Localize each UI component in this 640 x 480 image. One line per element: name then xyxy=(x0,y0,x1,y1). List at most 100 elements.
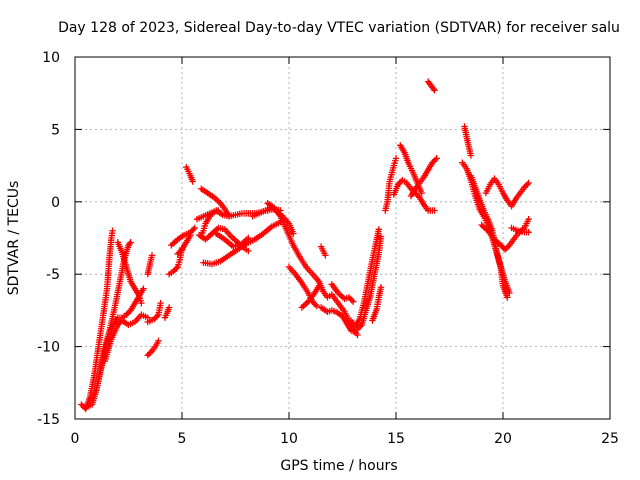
data-series-arc-am xyxy=(482,175,532,210)
data-point xyxy=(430,85,437,93)
x-tick-labels: 0 5 10 15 20 25 xyxy=(71,431,619,447)
data-point xyxy=(173,265,180,272)
data-point xyxy=(504,243,512,250)
data-series-arc-af xyxy=(390,176,438,214)
data-series-arc-s xyxy=(213,230,252,250)
y-tick-label: 10 xyxy=(42,50,60,66)
data-point xyxy=(190,226,197,233)
data-point xyxy=(225,213,233,220)
data-point xyxy=(312,301,319,308)
data-point xyxy=(525,179,532,187)
data-point xyxy=(521,184,528,191)
data-point xyxy=(157,299,164,307)
data-point xyxy=(350,298,357,305)
data-point xyxy=(377,284,385,291)
data-series-arc-aj xyxy=(461,123,475,159)
x-tick-label: 15 xyxy=(387,431,405,447)
data-point xyxy=(208,211,215,219)
data-series-arc-h xyxy=(144,252,156,278)
data-point xyxy=(152,314,159,321)
y-axis-label: SDTVAR / TECUs xyxy=(6,181,22,296)
data-point xyxy=(524,181,531,188)
x-tick-label: 20 xyxy=(494,431,512,447)
y-tick-label: 0 xyxy=(51,195,60,211)
data-point xyxy=(148,252,156,259)
data-point xyxy=(78,401,85,408)
data-point xyxy=(171,266,179,274)
data-point xyxy=(429,159,436,166)
data-series-arc-ah xyxy=(407,155,440,200)
x-tick-label: 5 xyxy=(178,431,187,447)
data-point xyxy=(522,182,530,190)
data-point xyxy=(147,349,154,356)
plot-data xyxy=(78,78,532,413)
data-point xyxy=(123,311,130,318)
data-series-arc-ac xyxy=(354,233,385,333)
data-point xyxy=(414,192,422,200)
y-tick-labels: -15 -10 -5 0 5 10 xyxy=(37,50,60,428)
data-point xyxy=(124,310,131,317)
data-point xyxy=(126,308,133,316)
data-point xyxy=(347,295,354,303)
data-series-arc-d xyxy=(101,311,151,365)
data-point xyxy=(140,285,147,292)
data-point xyxy=(109,227,116,234)
data-point xyxy=(165,304,173,311)
x-tick-label: 25 xyxy=(601,431,619,447)
y-tick-label: -15 xyxy=(37,412,60,428)
data-point xyxy=(467,152,475,159)
data-point xyxy=(144,352,151,359)
data-series-arc-l xyxy=(174,231,194,258)
data-point xyxy=(345,294,353,301)
data-point xyxy=(430,158,438,165)
data-point xyxy=(174,250,181,258)
data-point xyxy=(354,326,361,333)
data-point xyxy=(501,246,509,253)
data-series-arc-m xyxy=(183,163,196,185)
data-point xyxy=(206,213,214,220)
data-series-arc-e xyxy=(114,239,145,307)
data-point xyxy=(504,294,511,301)
data-point xyxy=(138,299,145,307)
data-point xyxy=(418,189,425,197)
data-point xyxy=(377,233,385,240)
data-point xyxy=(499,243,506,250)
y-tick-label: 5 xyxy=(51,122,60,138)
data-point xyxy=(290,230,297,237)
data-point xyxy=(348,297,355,304)
data-series-arc-p xyxy=(198,185,233,220)
data-series-arc-r xyxy=(200,218,284,268)
data-point xyxy=(431,87,438,94)
data-point xyxy=(150,315,158,323)
x-axis-label: GPS time / hours xyxy=(280,458,397,474)
data-point xyxy=(175,249,183,256)
data-series-arc-f xyxy=(144,337,162,359)
data-point xyxy=(322,252,329,259)
data-point xyxy=(245,234,252,242)
data-point xyxy=(116,320,123,327)
y-tick-label: -10 xyxy=(37,340,60,356)
data-point xyxy=(189,178,196,185)
data-point xyxy=(392,155,400,162)
data-point xyxy=(503,244,510,252)
data-point xyxy=(432,156,439,164)
data-series-arc-aa xyxy=(328,281,357,305)
data-point xyxy=(188,227,196,234)
data-point xyxy=(355,324,363,331)
data-point xyxy=(215,207,222,214)
y-tick-label: -5 xyxy=(46,267,60,283)
x-tick-label: 10 xyxy=(280,431,298,447)
plot-grid xyxy=(75,57,610,419)
data-series-arc-z xyxy=(317,304,359,336)
data-series-arc-x xyxy=(317,243,329,259)
data-point xyxy=(375,226,383,233)
data-series-arc-v xyxy=(285,263,321,310)
data-point xyxy=(170,268,177,275)
data-point xyxy=(396,179,403,187)
data-point xyxy=(245,247,252,255)
data-series-arc-c xyxy=(93,239,134,394)
data-point xyxy=(155,337,162,345)
data-series-arc-ao xyxy=(508,224,532,236)
data-series-arc-ae xyxy=(382,155,400,214)
